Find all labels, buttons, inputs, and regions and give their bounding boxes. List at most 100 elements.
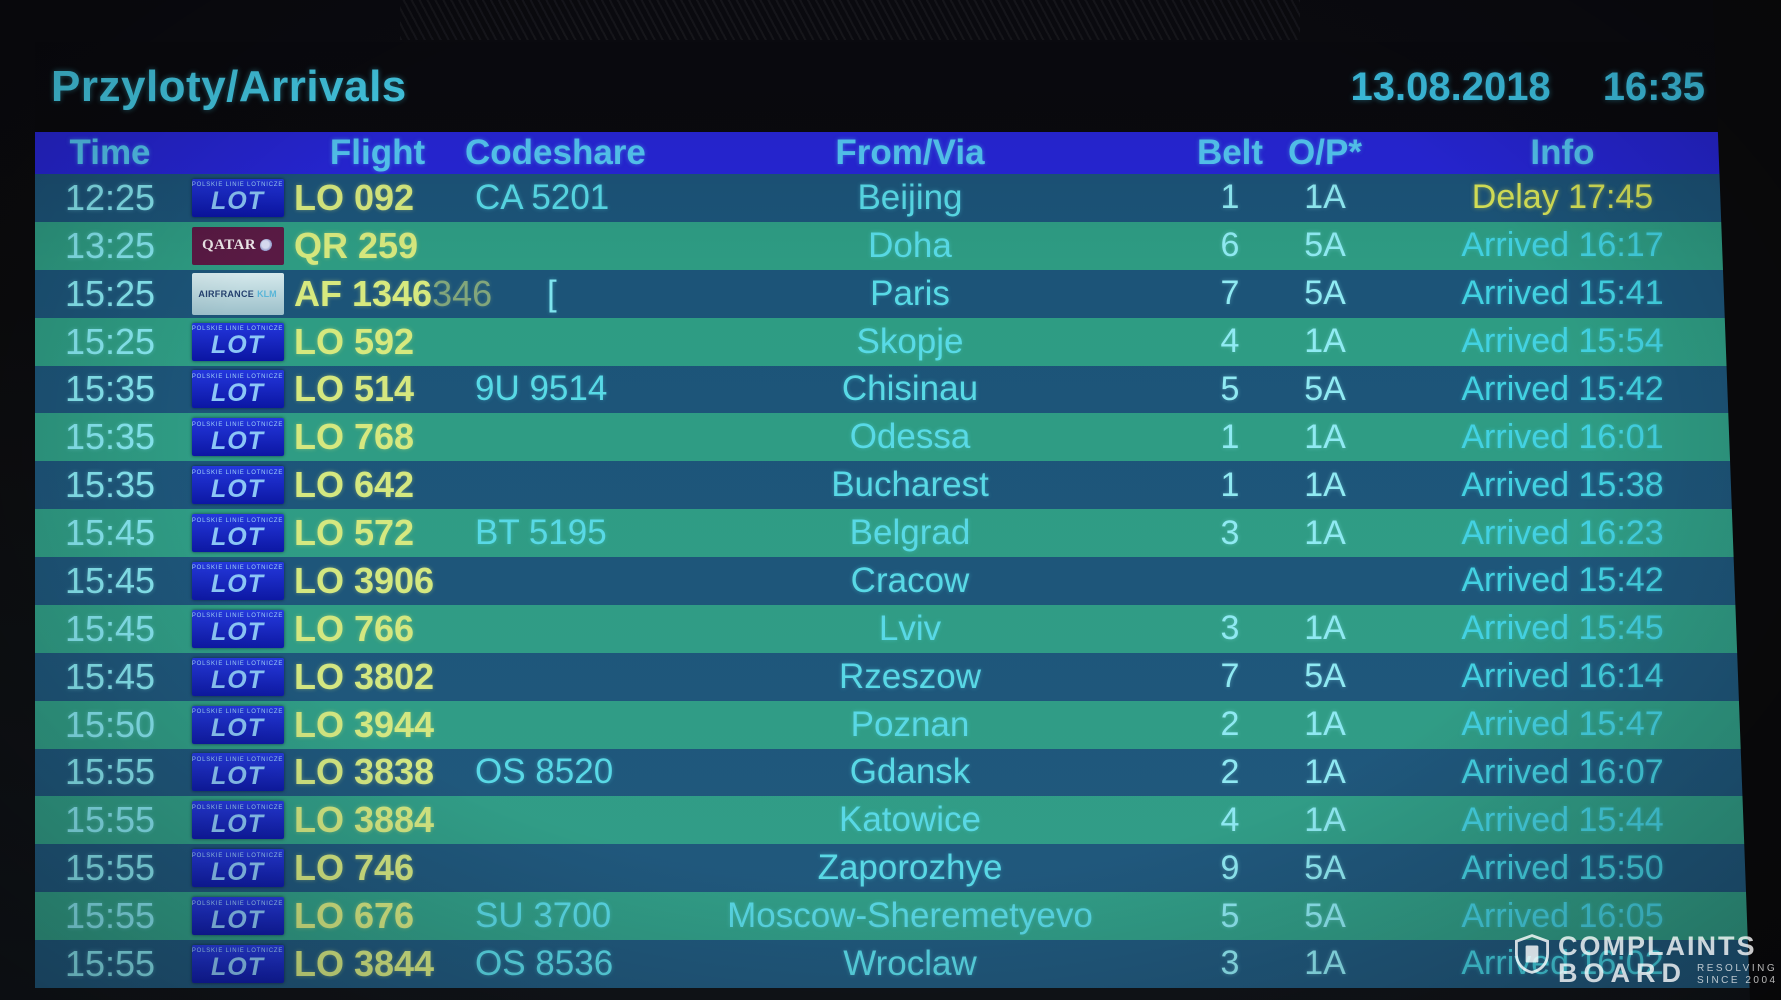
- belt-cell: 1: [1220, 417, 1240, 456]
- time-cell: 15:35: [64, 416, 156, 458]
- lot-logo: POLSKIE LINIE LOTNICZE LOT: [191, 466, 284, 505]
- info-cell: Arrived 16:02: [1461, 944, 1664, 983]
- op-cell: 1A: [1304, 178, 1346, 217]
- table-row: 12:25 POLSKIE LINIE LOTNICZE LOT LO 092 C…: [35, 174, 1750, 222]
- table-row: 13:25 QATAR QR 259 Doha 6 5A Arrived 16:…: [35, 221, 1750, 270]
- info-cell: Arrived 15:47: [1461, 705, 1664, 744]
- airline-logo-cell: POLSKIE LINIE LOTNICZE LOT: [185, 322, 290, 361]
- op-cell: 5A: [1304, 896, 1346, 935]
- belt-cell: 3: [1220, 513, 1240, 552]
- board-clock: 16:35: [1602, 64, 1705, 109]
- belt-cell: 2: [1220, 752, 1240, 791]
- table-row: 15:55 POLSKIE LINIE LOTNICZE LOT LO 3844 …: [35, 940, 1750, 988]
- from-via-cell: Lviv: [878, 608, 942, 648]
- codeshare-cell: SU 3700: [475, 896, 612, 936]
- flight-cell: LO 3844: [294, 942, 435, 984]
- arrivals-screen: Przyloty/Arrivals 13.08.2018 16:35 Time …: [35, 42, 1750, 988]
- time-cell: 15:55: [64, 942, 156, 984]
- complaintsboard-watermark: COMPLAINTS BOARD RESOLVING SINCE 2004: [1515, 933, 1778, 987]
- table-row: 15:45 POLSKIE LINIE LOTNICZE LOT LO 3802 …: [35, 652, 1750, 701]
- from-via-cell: Skopje: [856, 321, 964, 361]
- time-cell: 15:55: [64, 751, 156, 793]
- info-cell: Arrived 16:17: [1461, 226, 1664, 265]
- time-cell: 15:45: [64, 512, 156, 554]
- op-cell: 1A: [1304, 417, 1346, 456]
- qatar-logo: QATAR: [191, 226, 284, 265]
- lot-logo: POLSKIE LINIE LOTNICZE LOT: [191, 178, 284, 217]
- codeshare-cell: 9U 9514: [475, 369, 608, 409]
- watermark-line2: BOARD: [1558, 958, 1687, 988]
- belt-cell: 7: [1220, 657, 1240, 696]
- lot-logo: POLSKIE LINIE LOTNICZE LOT: [191, 322, 284, 361]
- flight-cell: LO 3884: [294, 799, 435, 841]
- from-via-cell: Gdansk: [849, 752, 971, 792]
- flight-cell: QR 259: [294, 224, 419, 266]
- info-cell: Arrived 15:45: [1461, 609, 1664, 648]
- watermark-sub1: RESOLVING: [1697, 963, 1778, 974]
- info-cell: Arrived 16:14: [1461, 657, 1664, 696]
- airline-logo-cell: POLSKIE LINIE LOTNICZE LOT: [185, 753, 290, 792]
- op-cell: 5A: [1304, 657, 1346, 696]
- airline-logo-cell: AIRFRANCE KLM: [185, 272, 290, 315]
- info-cell: Arrived 16:05: [1461, 896, 1664, 935]
- lot-logo: POLSKIE LINIE LOTNICZE LOT: [191, 944, 284, 983]
- belt-cell: 1: [1220, 465, 1240, 504]
- from-via-cell: Rzeszow: [839, 656, 981, 696]
- belt-cell: 1: [1220, 178, 1240, 217]
- table-row: 15:25 POLSKIE LINIE LOTNICZE LOT LO 592 S…: [35, 317, 1750, 366]
- table-row: 15:55 POLSKIE LINIE LOTNICZE LOT LO 676 S…: [35, 892, 1750, 940]
- time-cell: 15:55: [64, 799, 156, 841]
- codeshare-cell: BT 5195: [475, 513, 607, 553]
- afklm-logo: AIRFRANCE KLM: [191, 272, 284, 315]
- time-cell: 15:25: [64, 272, 156, 314]
- airline-logo-cell: POLSKIE LINIE LOTNICZE LOT: [185, 944, 290, 983]
- flight-cell: LO 768: [294, 416, 415, 458]
- time-cell: 12:25: [64, 176, 156, 218]
- info-cell: Arrived 15:38: [1461, 465, 1664, 504]
- belt-cell: 5: [1220, 896, 1240, 935]
- flight-cell: LO 746: [294, 847, 415, 889]
- from-via-cell: Doha: [868, 225, 952, 265]
- watermark-line1: COMPLAINTS: [1558, 931, 1757, 961]
- airline-logo-cell: POLSKIE LINIE LOTNICZE LOT: [185, 657, 290, 696]
- codeshare-cell: OS 8520: [475, 752, 614, 792]
- table-header: Time Flight Codeshare From/Via Belt O/P*…: [35, 132, 1750, 174]
- time-cell: 15:55: [64, 895, 156, 937]
- info-cell: Arrived 15:42: [1461, 369, 1664, 408]
- airline-logo-cell: POLSKIE LINIE LOTNICZE LOT: [185, 897, 290, 936]
- page-title: Przyloty/Arrivals: [51, 62, 407, 111]
- belt-cell: 4: [1220, 322, 1240, 361]
- flight-cell: LO 3906: [294, 559, 435, 601]
- airline-logo-cell: POLSKIE LINIE LOTNICZE LOT: [185, 178, 290, 217]
- title-bar: Przyloty/Arrivals 13.08.2018 16:35: [35, 42, 1750, 132]
- flight-cell: LO 592: [294, 320, 415, 362]
- codeshare-cell: [: [547, 273, 557, 313]
- table-row: 15:25 AIRFRANCE KLM AF 1346346 [ Paris 7 …: [35, 269, 1750, 318]
- belt-cell: 4: [1220, 800, 1240, 839]
- info-cell: Delay 17:45: [1471, 178, 1654, 217]
- time-cell: 15:50: [64, 703, 156, 745]
- op-cell: 5A: [1304, 226, 1346, 265]
- flight-cell: LO 3944: [294, 703, 435, 745]
- table-row: 15:35 POLSKIE LINIE LOTNICZE LOT LO 514 9…: [35, 365, 1750, 414]
- from-via-cell: Moscow-Sheremetyevo: [727, 896, 1093, 936]
- belt-cell: 2: [1220, 705, 1240, 744]
- op-cell: 1A: [1304, 944, 1346, 983]
- table-row: 15:55 POLSKIE LINIE LOTNICZE LOT LO 3838 …: [35, 748, 1750, 797]
- info-cell: Arrived 15:54: [1461, 322, 1664, 361]
- table-row: 15:50 POLSKIE LINIE LOTNICZE LOT LO 3944 …: [35, 700, 1750, 749]
- op-cell: 1A: [1304, 513, 1346, 552]
- info-cell: Arrived 15:42: [1461, 561, 1664, 600]
- op-cell: 1A: [1304, 465, 1346, 504]
- airline-logo-cell: POLSKIE LINIE LOTNICZE LOT: [185, 466, 290, 505]
- belt-cell: 5: [1220, 369, 1240, 408]
- time-cell: 15:25: [64, 320, 156, 362]
- table-row: 15:55 POLSKIE LINIE LOTNICZE LOT LO 746 Z…: [35, 844, 1750, 893]
- rows: 12:25 POLSKIE LINIE LOTNICZE LOT LO 092 C…: [35, 174, 1750, 988]
- from-via-cell: Odessa: [849, 417, 971, 457]
- time-cell: 15:35: [64, 368, 156, 410]
- codeshare-cell: CA 5201: [475, 177, 610, 217]
- column-header-codeshare: Codeshare: [465, 133, 646, 172]
- airline-logo-cell: POLSKIE LINIE LOTNICZE LOT: [185, 705, 290, 744]
